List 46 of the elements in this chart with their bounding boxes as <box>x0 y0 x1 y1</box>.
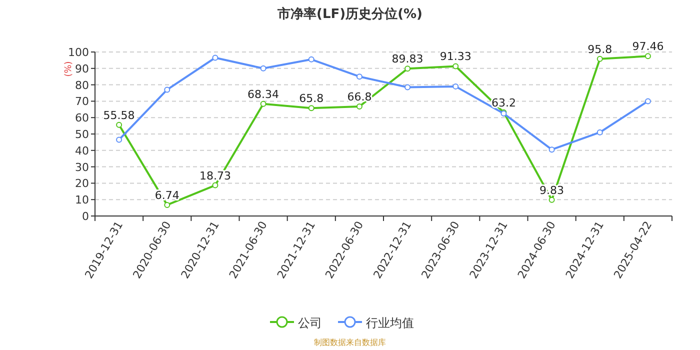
y-tick-label: 50 <box>75 128 89 141</box>
point <box>404 66 411 72</box>
point <box>356 74 362 80</box>
point <box>644 53 651 60</box>
point <box>308 56 314 62</box>
y-tick-label: 30 <box>75 160 89 174</box>
point <box>212 54 218 61</box>
chart-title: 市净率(LF)历史分位(%) <box>276 6 422 22</box>
point <box>164 202 170 208</box>
point <box>596 129 603 136</box>
y-tick-label: 80 <box>75 78 89 92</box>
data-label: 91.33 <box>440 50 472 64</box>
data-label: 89.83 <box>392 52 424 66</box>
y-tick-label: 40 <box>75 144 89 158</box>
y-tick-label: 100 <box>68 46 89 59</box>
data-label: 68.34 <box>248 88 280 101</box>
point <box>404 84 411 90</box>
point <box>548 196 555 203</box>
data-label: 65.8 <box>299 92 324 106</box>
point <box>308 105 314 112</box>
data-label: 95.8 <box>588 42 612 56</box>
data-label: 66.8 <box>347 90 372 104</box>
data-label: 55.58 <box>103 108 135 122</box>
point <box>452 63 459 70</box>
y-tick-label: 70 <box>75 95 89 108</box>
point <box>356 103 362 110</box>
point <box>548 146 555 153</box>
y-tick-label: 60 <box>75 112 89 125</box>
point <box>260 65 266 72</box>
point <box>260 100 266 107</box>
point <box>164 86 170 93</box>
point <box>212 182 218 188</box>
y-tick-label: 20 <box>75 177 89 190</box>
data-label: 97.46 <box>632 40 664 54</box>
legend-label: 公司 <box>298 316 322 330</box>
y-axis-title: (%) <box>64 61 74 77</box>
y-tick-label: 0 <box>82 210 89 223</box>
point <box>116 136 122 143</box>
y-tick-label: 10 <box>75 194 89 207</box>
point <box>116 122 122 128</box>
point <box>596 56 603 62</box>
y-tick-label: 90 <box>75 62 89 76</box>
legend-label: 行业均值 <box>366 316 414 330</box>
point <box>644 98 651 104</box>
point <box>452 83 459 90</box>
text: 制图数据来自数据库 <box>314 338 386 347</box>
